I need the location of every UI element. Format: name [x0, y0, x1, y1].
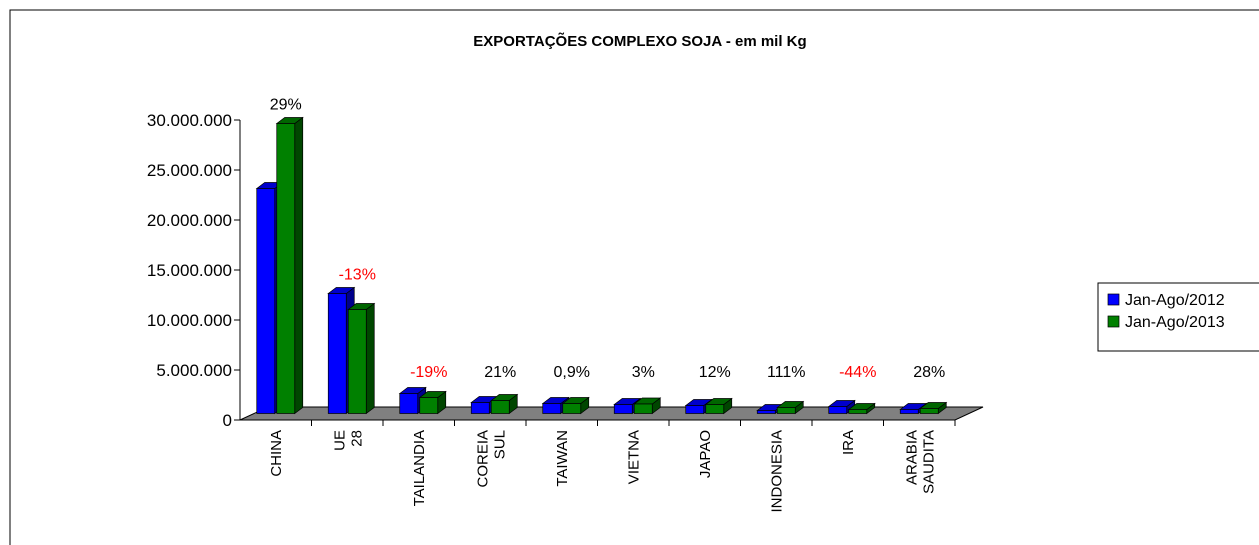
bar-front — [562, 403, 582, 414]
x-tick-label: ARABIASAUDITA — [903, 430, 937, 494]
legend-swatch — [1107, 293, 1120, 306]
bar-side — [294, 116, 304, 415]
x-tick-label: UE28 — [331, 430, 365, 451]
bar-front — [347, 309, 367, 414]
bar-front — [919, 408, 939, 414]
bar — [347, 302, 376, 415]
legend-label: Jan-Ago/2012 — [1125, 292, 1225, 309]
x-tick-label: INDONESIA — [768, 430, 785, 513]
bar-front — [419, 397, 439, 414]
value-annotation: -19% — [410, 364, 447, 381]
bar — [776, 400, 805, 415]
bar-front — [685, 405, 705, 414]
x-tick-label: TAIWAN — [554, 430, 571, 487]
bar — [418, 390, 447, 415]
value-annotation: -13% — [339, 267, 376, 284]
bar-front — [327, 293, 347, 414]
bar-front — [776, 407, 796, 414]
value-annotation: 28% — [913, 364, 945, 381]
y-tick-label: 15.000.000 — [147, 261, 232, 280]
value-annotation: 3% — [632, 364, 655, 381]
value-annotation: 29% — [270, 97, 302, 114]
value-annotation: -44% — [839, 364, 876, 381]
value-annotation: 111% — [767, 364, 806, 381]
bar-front — [399, 393, 419, 414]
y-tick-label: 20.000.000 — [147, 211, 232, 230]
y-tick-label: 5.000.000 — [156, 361, 232, 380]
x-tick-label: JAPAO — [697, 430, 714, 478]
y-tick-label: 0 — [223, 411, 232, 430]
value-annotation: 21% — [484, 364, 516, 381]
bar-front — [633, 403, 653, 414]
legend-swatch — [1107, 315, 1120, 328]
bar — [633, 397, 662, 415]
bar-front — [542, 403, 562, 414]
bar-front — [705, 404, 725, 414]
value-annotation: 0,9% — [554, 364, 590, 381]
y-tick-label: 10.000.000 — [147, 311, 232, 330]
x-tick-label: IRA — [840, 430, 857, 455]
legend-box — [1097, 282, 1259, 352]
bar-front — [470, 402, 490, 414]
bar — [561, 396, 590, 415]
bar-front — [756, 410, 776, 414]
x-tick-label: VIETNA — [625, 430, 642, 484]
bar-front — [828, 406, 848, 414]
bar-front — [276, 123, 296, 414]
bar — [275, 116, 304, 415]
legend-label: Jan-Ago/2013 — [1125, 314, 1225, 331]
bar-front — [848, 409, 868, 414]
bar-front — [256, 188, 276, 414]
bar — [704, 397, 733, 415]
chart-frame — [9, 9, 1259, 545]
bar — [847, 402, 876, 415]
x-tick-label: TAILANDIA — [411, 430, 428, 506]
value-annotation: 12% — [699, 364, 731, 381]
bar — [919, 401, 948, 415]
x-tick-label: CHINA — [268, 430, 285, 477]
bar — [490, 393, 519, 415]
bar-front — [490, 400, 510, 414]
y-tick-label: 25.000.000 — [147, 161, 232, 180]
y-tick-label: 30.000.000 — [147, 111, 232, 130]
bar-front — [899, 409, 919, 414]
chart-title: EXPORTAÇÕES COMPLEXO SOJA - em mil Kg — [473, 32, 806, 50]
x-tick-label: COREIASUL — [474, 430, 508, 488]
bar-side — [365, 302, 375, 415]
bar-front — [613, 404, 633, 414]
